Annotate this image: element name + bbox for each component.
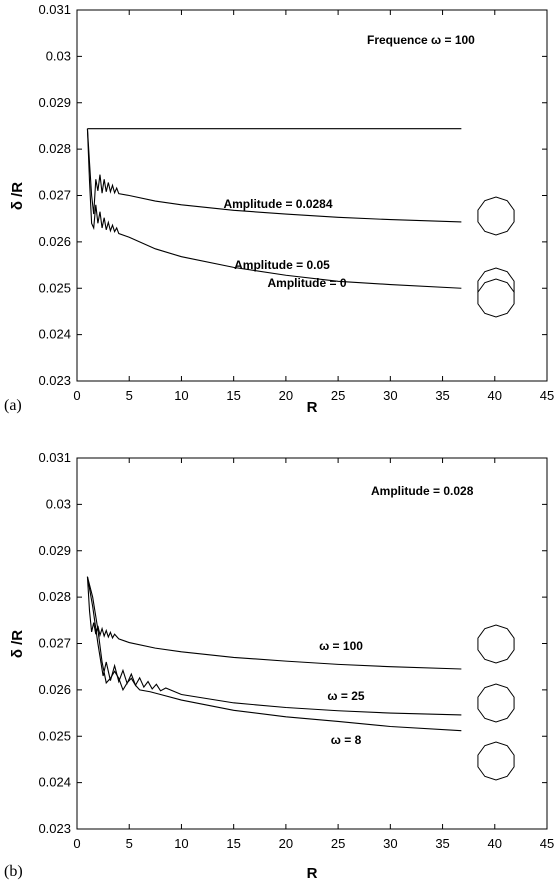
y-tick-label-b-0: 0.023 — [38, 821, 71, 836]
panel-label-b: (b) — [4, 863, 23, 880]
y-tick-label-a-3: 0.026 — [38, 234, 71, 249]
series-label-a-2: Amplitude = 0.05 — [234, 258, 330, 272]
x-tick-label-b-3: 15 — [226, 836, 240, 851]
y-tick-label-a-6: 0.029 — [38, 95, 71, 110]
x-tick-label-a-2: 10 — [174, 388, 188, 403]
series-line-a-2 — [86, 128, 462, 289]
x-ticks-b: 0 5 10 15 20 25 30 35 40 45 — [73, 458, 554, 851]
plot-frame-b — [76, 457, 548, 830]
decagon-icon-a-2 — [477, 278, 515, 318]
series-labels-a: Amplitude = 0 Amplitude = 0.0284 Amplitude… — [223, 197, 346, 290]
y-tick-label-a-5: 0.028 — [38, 141, 71, 156]
y-tick-label-b-3: 0.026 — [38, 682, 71, 697]
x-tick-label-b-7: 35 — [435, 836, 449, 851]
series-label-a-1: Amplitude = 0.0284 — [223, 197, 332, 211]
y-tick-label-b-4: 0.027 — [38, 636, 71, 651]
x-tick-label-a-1: 5 — [126, 388, 133, 403]
x-tick-label-a-6: 30 — [383, 388, 397, 403]
y-axis-title-b: δ /R — [9, 630, 26, 658]
series-line-b-2 — [86, 576, 462, 732]
x-tick-label-a-4: 20 — [279, 388, 293, 403]
x-tick-label-a-3: 15 — [226, 388, 240, 403]
panel-label-a: (a) — [4, 397, 22, 414]
x-tick-label-b-0: 0 — [73, 836, 80, 851]
x-tick-label-a-8: 40 — [488, 388, 502, 403]
series-label-b-0: ω = 100 — [319, 639, 363, 653]
x-tick-label-a-7: 35 — [435, 388, 449, 403]
decagon-icon-b-0 — [477, 624, 515, 664]
decagon-icon-a-1 — [477, 196, 515, 236]
curves-b — [86, 576, 462, 732]
y-tick-label-a-7: 0.03 — [46, 48, 71, 63]
x-tick-label-b-9: 45 — [540, 836, 554, 851]
annotation-a: Frequence ω = 100 — [367, 33, 475, 47]
series-label-b-2: ω = 8 — [331, 733, 362, 747]
x-tick-label-a-5: 25 — [331, 388, 345, 403]
x-axis-title-b: R — [307, 865, 318, 882]
panel-a: 0 5 10 15 20 25 30 35 40 45 0.0230.0240.0250.0260… — [4, 2, 554, 416]
x-tick-label-a-0: 0 — [73, 388, 80, 403]
y-tick-label-b-7: 0.03 — [46, 496, 71, 511]
y-ticks-b: 0.023 0.024 0.025 0.026 0.027 0.028 0.029 0.03 0… — [38, 450, 547, 836]
x-tick-label-b-5: 25 — [331, 836, 345, 851]
panel-b: 0 5 10 15 20 25 30 35 40 45 0.0230.0240.0250.0260… — [4, 450, 554, 882]
y-tick-label-a-0: 0.023 — [38, 373, 71, 388]
x-tick-label-b-8: 40 — [488, 836, 502, 851]
series-label-a-0: Amplitude = 0 — [267, 276, 346, 290]
y-tick-label-b-5: 0.028 — [38, 589, 71, 604]
plot-frame-a — [76, 9, 548, 382]
series-labels-b: ω = 100 ω = 25 ω = 8 — [319, 639, 365, 747]
y-tick-label-a-1: 0.024 — [38, 327, 71, 342]
y-tick-label-b-8: 0.031 — [38, 450, 71, 465]
x-tick-label-b-2: 10 — [174, 836, 188, 851]
x-tick-label-b-4: 20 — [279, 836, 293, 851]
polygon-icons-a — [477, 196, 515, 318]
y-ticks-a: 0.023 0.024 0.025 0.026 0.027 0.028 0.029 0.03 0… — [38, 2, 547, 388]
x-tick-label-b-6: 30 — [383, 836, 397, 851]
y-axis-title-a: δ /R — [9, 182, 26, 210]
series-line-b-1 — [86, 576, 462, 716]
x-tick-label-b-1: 5 — [126, 836, 133, 851]
y-tick-label-b-6: 0.029 — [38, 543, 71, 558]
y-tick-label-b-2: 0.025 — [38, 728, 71, 743]
decagon-icon-b-1 — [477, 683, 515, 723]
series-line-a-1 — [86, 128, 462, 223]
y-tick-label-a-2: 0.025 — [38, 280, 71, 295]
series-label-b-1: ω = 25 — [327, 689, 364, 703]
polygon-icons-b — [477, 624, 515, 781]
x-ticks-a: 0 5 10 15 20 25 30 35 40 45 — [73, 10, 554, 403]
y-tick-label-b-1: 0.024 — [38, 775, 71, 790]
y-tick-label-a-4: 0.027 — [38, 188, 71, 203]
x-axis-title-a: R — [307, 399, 318, 416]
series-line-b-0 — [86, 576, 462, 670]
annotation-b: Amplitude = 0.028 — [371, 484, 474, 498]
x-tick-label-a-9: 45 — [540, 388, 554, 403]
decagon-icon-b-2 — [477, 741, 515, 781]
curves-a — [86, 128, 462, 289]
y-tick-label-a-8: 0.031 — [38, 2, 71, 17]
